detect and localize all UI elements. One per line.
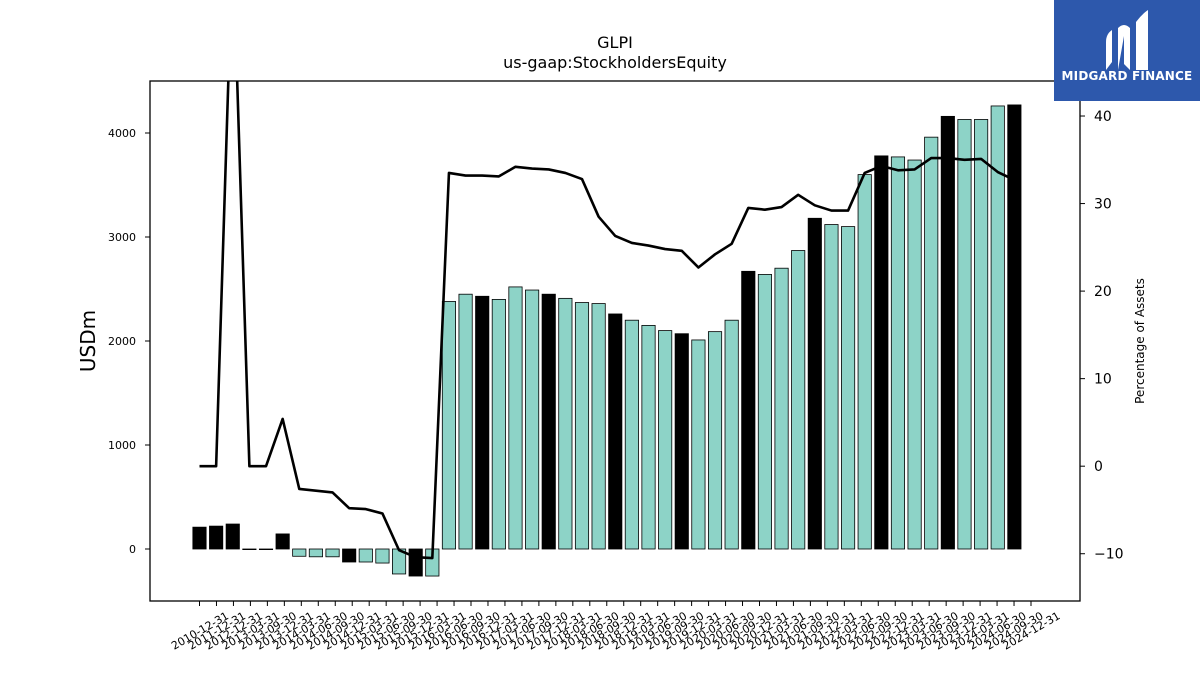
- y-tick-label: 1000: [108, 439, 136, 452]
- bar: [375, 548, 390, 564]
- bar: [990, 105, 1005, 550]
- bar: [275, 533, 290, 550]
- right-y-tick-label: 30: [1094, 197, 1112, 213]
- bar: [574, 302, 590, 550]
- chart-title: GLPI: [597, 33, 633, 52]
- chart-subtitle: us-gaap:StockholdersEquity: [503, 53, 727, 72]
- bar: [674, 333, 689, 550]
- bar: [791, 250, 806, 550]
- bar: [325, 548, 340, 558]
- bar: [358, 548, 373, 563]
- bar: [292, 548, 307, 557]
- bar: [857, 174, 872, 550]
- bar: [558, 297, 573, 550]
- bar: [475, 295, 490, 550]
- bar: [824, 224, 839, 550]
- bar: [940, 115, 955, 550]
- bar: [541, 293, 556, 550]
- bar: [658, 330, 673, 550]
- x-ticks: 2010-12-312011-12-312012-12-312013-03-31…: [169, 601, 1063, 653]
- right-y-axis-label: Percentage of Assets: [1133, 278, 1147, 404]
- bar: [807, 217, 822, 550]
- bar: [441, 301, 456, 550]
- bar: [641, 324, 656, 550]
- y-tick-label: 2000: [108, 335, 136, 348]
- y-axis-label: USDm: [76, 310, 100, 372]
- bar: [242, 548, 257, 551]
- bar: [209, 525, 224, 550]
- right-y-tick-label: −10: [1094, 547, 1124, 563]
- bar: [724, 319, 739, 550]
- bar: [974, 119, 989, 550]
- bar: [841, 226, 856, 550]
- bar: [342, 548, 357, 563]
- bar: [757, 274, 772, 550]
- bar: [308, 548, 323, 558]
- bar: [924, 136, 939, 550]
- bar: [957, 119, 972, 550]
- bar: [192, 526, 207, 550]
- bar: [774, 267, 789, 550]
- bar: [491, 298, 506, 550]
- line-layer: [199, 81, 1015, 560]
- bar: [258, 548, 274, 551]
- bar: [225, 523, 240, 550]
- right-y-tick-label: 40: [1094, 109, 1112, 125]
- percentage-line: [199, 81, 1015, 560]
- bar: [707, 331, 723, 550]
- right-y-ticks: −10 0 10 20 30 40: [1080, 109, 1124, 563]
- bar: [691, 339, 706, 550]
- y-tick-label: 4000: [108, 127, 136, 140]
- bar: [408, 548, 423, 577]
- midgard-logo-icon: [1106, 10, 1148, 70]
- right-y-tick-label: 0: [1094, 459, 1103, 475]
- bar: [890, 156, 906, 550]
- bars-layer: [192, 104, 1022, 577]
- bar: [608, 313, 623, 550]
- logo-text: MIDGARD FINANCE: [1061, 69, 1193, 83]
- bar: [525, 289, 540, 550]
- left-y-ticks: 0 1000 2000 3000 4000: [108, 127, 150, 556]
- bar: [1007, 104, 1022, 550]
- right-y-tick-label: 20: [1094, 284, 1112, 300]
- y-tick-label: 3000: [108, 231, 136, 244]
- bar: [508, 286, 523, 550]
- y-tick-label: 0: [129, 543, 136, 556]
- midgard-logo: MIDGARD FINANCE: [1054, 0, 1200, 101]
- right-y-tick-label: 10: [1094, 372, 1112, 388]
- bar: [591, 303, 606, 550]
- bar: [874, 155, 889, 550]
- bar: [624, 319, 639, 550]
- bar: [907, 159, 922, 550]
- bar: [741, 270, 756, 550]
- bar: [458, 293, 473, 550]
